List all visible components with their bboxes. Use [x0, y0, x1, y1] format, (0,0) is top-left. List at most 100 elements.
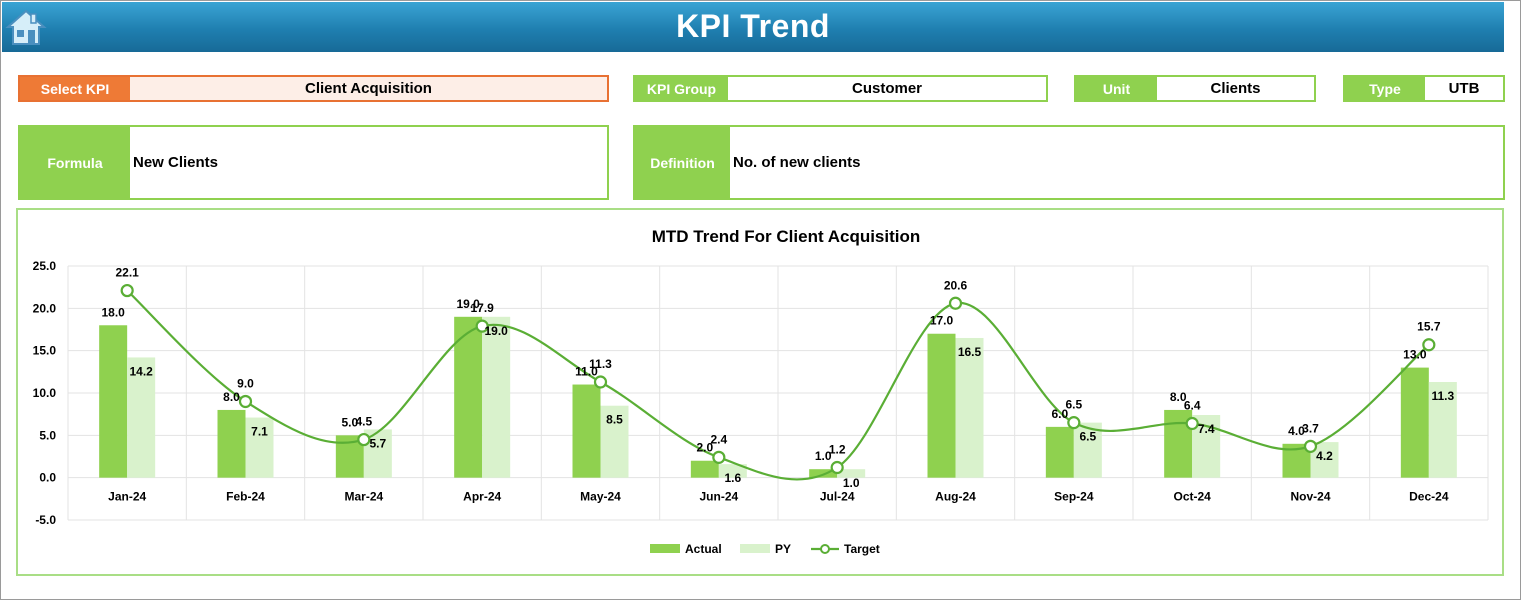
x-tick-label: Jun-24	[699, 490, 738, 504]
x-tick-label: Sep-24	[1054, 490, 1094, 504]
x-tick-label: May-24	[580, 490, 621, 504]
target-data-label: 11.3	[589, 357, 612, 371]
bar-py	[482, 316, 511, 478]
x-tick-label: Aug-24	[935, 490, 976, 504]
unit-field: Unit Clients	[1074, 75, 1316, 102]
bar-actual	[1400, 367, 1429, 478]
target-point	[238, 394, 253, 409]
actual-data-label: 18.0	[101, 305, 125, 319]
target-point	[1422, 338, 1436, 352]
chart-container: MTD Trend For Client Acquisition 25.0 20.0…	[16, 208, 1504, 576]
bar-actual	[99, 325, 128, 478]
x-tick-label: Apr-24	[463, 490, 501, 504]
bar-py	[600, 405, 629, 478]
x-tick-label: Jan-24	[108, 490, 146, 504]
x-tick-label: Feb-24	[226, 490, 265, 504]
bar-py	[245, 417, 274, 478]
actual-data-label: 5.0	[341, 415, 358, 429]
bar-actual	[809, 469, 838, 478]
type-value: UTB	[1425, 77, 1503, 100]
bar-py	[1073, 422, 1102, 478]
bar-py	[127, 357, 156, 478]
target-data-label: 15.7	[1417, 320, 1441, 334]
target-data-label: 20.6	[944, 278, 968, 292]
x-tick-label: Nov-24	[1290, 490, 1330, 504]
y-tick-label: 20.0	[33, 301, 57, 315]
legend-label-actual: Actual	[685, 542, 722, 556]
chart-title: MTD Trend For Client Acquisition	[652, 227, 921, 246]
target-point	[475, 319, 489, 333]
select-kpi-label: Select KPI	[20, 77, 130, 100]
legend-label-py: PY	[775, 542, 791, 556]
py-data-label: 7.4	[1198, 422, 1215, 436]
bar-actual	[690, 460, 719, 478]
legend-swatch-py	[740, 544, 770, 553]
bar-py	[955, 337, 984, 478]
target-point	[120, 283, 134, 298]
py-data-label: 14.2	[129, 364, 153, 378]
select-kpi-value[interactable]: Client Acquisition	[130, 77, 607, 100]
y-tick-label: 10.0	[33, 386, 57, 400]
bar-actual	[217, 409, 246, 478]
bar-py	[718, 464, 747, 478]
unit-label: Unit	[1076, 77, 1157, 100]
bar-py	[837, 469, 866, 478]
bar-actual	[572, 384, 601, 478]
py-data-label: 11.3	[1431, 389, 1454, 403]
x-tick-label: Jul-24	[820, 490, 855, 504]
target-point	[830, 460, 844, 475]
formula-field: Formula New Clients	[18, 125, 609, 200]
definition-value: No. of new clients	[730, 127, 1503, 198]
target-data-label: 2.4	[710, 432, 727, 446]
target-data-label: 6.5	[1065, 398, 1082, 412]
definition-field: Definition No. of new clients	[633, 125, 1505, 200]
target-data-label: 17.9	[470, 301, 494, 315]
x-tick-label: Dec-24	[1409, 490, 1449, 504]
target-point	[357, 432, 371, 447]
actual-data-label: 1.0	[815, 449, 832, 463]
target-point	[593, 375, 608, 389]
py-data-label: 19.0	[484, 324, 508, 338]
legend-swatch-target-point	[820, 544, 830, 554]
y-tick-label: 0.0	[39, 471, 56, 485]
formula-value: New Clients	[130, 127, 607, 198]
select-kpi-field[interactable]: Select KPI Client Acquisition	[18, 75, 609, 102]
formula-label: Formula	[20, 127, 130, 198]
actual-data-label: 8.0	[223, 390, 240, 404]
actual-data-label: 13.0	[1403, 348, 1427, 362]
target-point	[1067, 416, 1081, 430]
x-tick-label: Mar-24	[344, 490, 383, 504]
py-data-label: 5.7	[369, 436, 386, 450]
target-data-label: 22.1	[115, 266, 139, 280]
target-point	[1303, 439, 1318, 453]
py-data-label: 16.5	[958, 345, 982, 359]
unit-value: Clients	[1157, 77, 1314, 100]
page-title: KPI Trend	[676, 8, 830, 44]
mtd-trend-chart: MTD Trend For Client Acquisition 25.0 20.0…	[33, 227, 1489, 556]
bar-actual	[1045, 426, 1074, 478]
header-bar: KPI Trend	[2, 2, 1504, 52]
target-data-label: 1.2	[829, 443, 846, 457]
definition-label: Definition	[635, 127, 730, 198]
type-label: Type	[1345, 77, 1425, 100]
py-data-label: 6.5	[1079, 430, 1096, 444]
target-data-label: 3.7	[1302, 421, 1319, 435]
py-data-label: 4.2	[1316, 449, 1333, 463]
actual-data-label: 19.0	[456, 297, 480, 311]
y-tick-label: 15.0	[33, 344, 57, 358]
target-point	[712, 450, 726, 464]
actual-data-label: 6.0	[1051, 407, 1068, 421]
target-point	[948, 296, 963, 310]
py-data-label: 1.0	[843, 476, 860, 490]
bar-py	[1428, 381, 1457, 478]
py-data-label: 8.5	[606, 413, 623, 427]
y-tick-label: 5.0	[39, 428, 56, 442]
kpi-group-value: Customer	[728, 77, 1046, 100]
actual-data-label: 17.0	[930, 314, 954, 328]
actual-data-label: 2.0	[696, 441, 713, 455]
actual-data-label: 4.0	[1288, 424, 1305, 438]
y-tick-label: -5.0	[35, 513, 56, 527]
legend-label-target: Target	[844, 542, 880, 556]
home-icon[interactable]	[5, 6, 47, 48]
target-data-label: 9.0	[237, 376, 254, 390]
